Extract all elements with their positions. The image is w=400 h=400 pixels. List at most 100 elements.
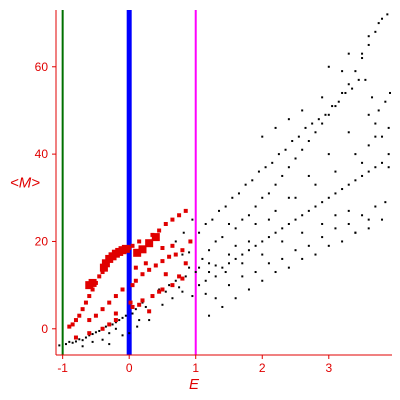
data-point xyxy=(114,321,117,324)
data-point xyxy=(107,322,112,327)
data-point xyxy=(208,271,211,274)
data-point xyxy=(204,292,207,295)
data-point xyxy=(367,113,370,116)
data-point xyxy=(254,205,257,208)
data-point xyxy=(180,276,185,281)
data-point xyxy=(294,157,297,160)
data-point xyxy=(351,87,354,90)
reference-lines xyxy=(61,10,197,355)
data-point xyxy=(237,192,240,195)
data-point xyxy=(381,17,384,20)
data-point xyxy=(121,334,124,337)
data-point xyxy=(327,65,330,68)
data-point xyxy=(224,271,227,274)
data-point xyxy=(87,318,92,323)
data-point xyxy=(133,265,138,270)
data-point xyxy=(384,100,387,103)
data-point xyxy=(138,245,147,254)
data-point xyxy=(101,259,110,268)
data-point xyxy=(208,262,211,265)
data-point xyxy=(247,214,250,217)
data-point xyxy=(133,248,142,257)
data-point xyxy=(261,253,264,256)
data-point xyxy=(331,105,334,108)
y-tick-label: 0 xyxy=(41,322,48,336)
data-point xyxy=(277,153,280,156)
data-point xyxy=(294,249,297,252)
data-point xyxy=(377,22,380,25)
data-point xyxy=(134,308,137,311)
data-point xyxy=(227,253,230,256)
axis-labels: E <M> xyxy=(10,175,200,394)
data-point xyxy=(321,122,324,125)
data-point xyxy=(367,35,370,38)
data-point xyxy=(224,205,227,208)
data-point xyxy=(111,323,114,326)
data-point xyxy=(90,287,95,292)
data-point xyxy=(94,331,97,334)
data-point xyxy=(261,240,264,243)
data-point xyxy=(93,313,98,318)
data-point xyxy=(168,284,171,287)
data-point xyxy=(361,161,364,164)
data-point xyxy=(374,135,377,138)
data-point xyxy=(367,144,370,147)
data-point xyxy=(201,257,204,260)
data-point xyxy=(108,332,111,335)
data-point xyxy=(174,240,177,243)
data-point xyxy=(167,254,172,259)
ticks: -1 0 1 2 3 0 20 40 60 xyxy=(35,60,333,375)
data-point xyxy=(70,322,75,327)
data-point xyxy=(177,213,182,218)
data-point xyxy=(267,262,270,265)
data-point xyxy=(191,218,194,221)
data-point xyxy=(147,267,152,272)
y-axis-label: <M> xyxy=(10,175,40,192)
data-point xyxy=(113,294,118,299)
data-point xyxy=(184,275,187,278)
data-point xyxy=(301,148,304,151)
data-point xyxy=(214,240,217,243)
data-point xyxy=(136,325,139,328)
data-point xyxy=(274,183,277,186)
data-point xyxy=(274,126,277,129)
x-tick-label: 3 xyxy=(325,361,332,375)
data-point xyxy=(254,222,257,225)
data-point xyxy=(114,327,117,330)
data-point xyxy=(148,319,151,322)
data-point xyxy=(67,324,72,329)
data-point xyxy=(287,222,290,225)
data-point xyxy=(274,209,277,212)
data-point xyxy=(327,244,330,247)
data-point xyxy=(174,279,177,282)
data-point xyxy=(91,340,94,343)
data-point xyxy=(281,257,284,260)
data-point xyxy=(147,309,152,314)
data-point xyxy=(374,122,377,125)
data-point xyxy=(377,109,380,112)
data-point xyxy=(163,221,168,226)
data-point xyxy=(188,251,191,254)
data-point xyxy=(161,303,164,306)
data-point xyxy=(208,249,211,252)
data-point xyxy=(364,78,367,81)
data-point xyxy=(389,91,392,94)
data-point xyxy=(108,343,111,346)
data-point xyxy=(80,307,85,312)
data-point xyxy=(384,201,387,204)
y-tick-label: 40 xyxy=(35,147,49,161)
data-point xyxy=(241,253,244,256)
data-point xyxy=(334,214,337,217)
data-point xyxy=(107,300,112,305)
data-point xyxy=(104,325,107,328)
data-point xyxy=(334,227,337,230)
data-point xyxy=(160,246,165,251)
data-point xyxy=(344,91,347,94)
data-point xyxy=(227,222,230,225)
data-point xyxy=(281,227,284,230)
data-point xyxy=(251,179,254,182)
data-point xyxy=(287,196,290,199)
data-point xyxy=(113,311,118,316)
data-point xyxy=(304,126,307,129)
